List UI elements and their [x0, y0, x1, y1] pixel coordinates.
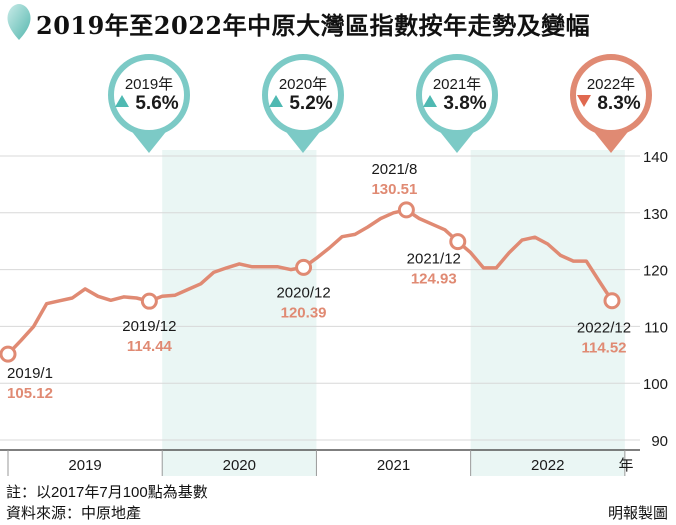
label-date-2022-12: 2022/12 — [577, 320, 631, 337]
title-bar: 2019年至2022年中原大灣區指數按年走勢及變幅 — [0, 0, 676, 44]
label-date-2021-12: 2021/12 — [407, 251, 461, 268]
y-tick-130: 130 — [643, 206, 668, 223]
label-value-2020-12: 120.39 — [281, 304, 327, 321]
badge-year: 2022年 — [587, 76, 635, 93]
x-tick-2019: 2019 — [68, 457, 101, 474]
y-tick-110: 110 — [644, 319, 668, 336]
label-value-2022-12: 114.52 — [581, 340, 626, 357]
x-tick-2020: 2020 — [223, 457, 256, 474]
label-date-2019-12: 2019/12 — [122, 318, 176, 335]
point-2020-12 — [295, 258, 313, 276]
badge-year: 2020年 — [279, 76, 327, 93]
footnote: 註：以2017年7月100點為基數 — [6, 484, 208, 501]
year-band-2020 — [162, 150, 317, 476]
badge-change: 8.3% — [597, 93, 640, 114]
label-date-2021-8: 2021/8 — [371, 161, 417, 178]
badge-change: 5.6% — [135, 93, 178, 114]
label-value-2019-1: 105.12 — [7, 385, 53, 402]
x-axis-unit: 年 — [618, 457, 633, 474]
chart-title: 2019年至2022年中原大灣區指數按年走勢及變幅 — [36, 11, 591, 40]
y-tick-140: 140 — [643, 149, 668, 166]
up-arrow-icon — [423, 95, 437, 107]
label-value-2021-12: 124.93 — [411, 271, 457, 288]
down-arrow-icon — [577, 95, 591, 107]
point-2019-1 — [0, 345, 17, 363]
label-value-2019-12: 114.44 — [127, 338, 173, 355]
source-note: 資料來源：中原地產 — [6, 505, 142, 522]
badge-ring — [262, 54, 344, 136]
badge-year: 2019年 — [125, 76, 173, 93]
up-arrow-icon — [115, 95, 129, 107]
point-2022-12 — [603, 292, 621, 310]
y-tick-120: 120 — [643, 263, 668, 280]
teal-drop-icon — [7, 4, 31, 40]
badge-ring — [416, 54, 498, 136]
x-tick-2021: 2021 — [377, 457, 410, 474]
badge-change: 5.2% — [289, 93, 332, 114]
badge-ring — [108, 54, 190, 136]
point-2021-8 — [397, 201, 415, 219]
badge-year: 2021年 — [433, 76, 481, 93]
credit: 明報製圖 — [607, 505, 668, 522]
point-2021-12 — [449, 233, 467, 251]
badge-change: 3.8% — [443, 93, 486, 114]
up-arrow-icon — [269, 95, 283, 107]
year-band-2022 — [470, 150, 625, 476]
badge-ring — [570, 54, 652, 136]
y-tick-90: 90 — [651, 433, 668, 450]
label-date-2020-12: 2020/12 — [276, 284, 330, 301]
x-tick-2022: 2022 — [531, 457, 564, 474]
point-2019-12 — [140, 292, 158, 310]
label-date-2019-1: 2019/1 — [7, 365, 53, 382]
y-tick-100: 100 — [643, 376, 668, 393]
label-value-2021-8: 130.51 — [371, 181, 417, 198]
